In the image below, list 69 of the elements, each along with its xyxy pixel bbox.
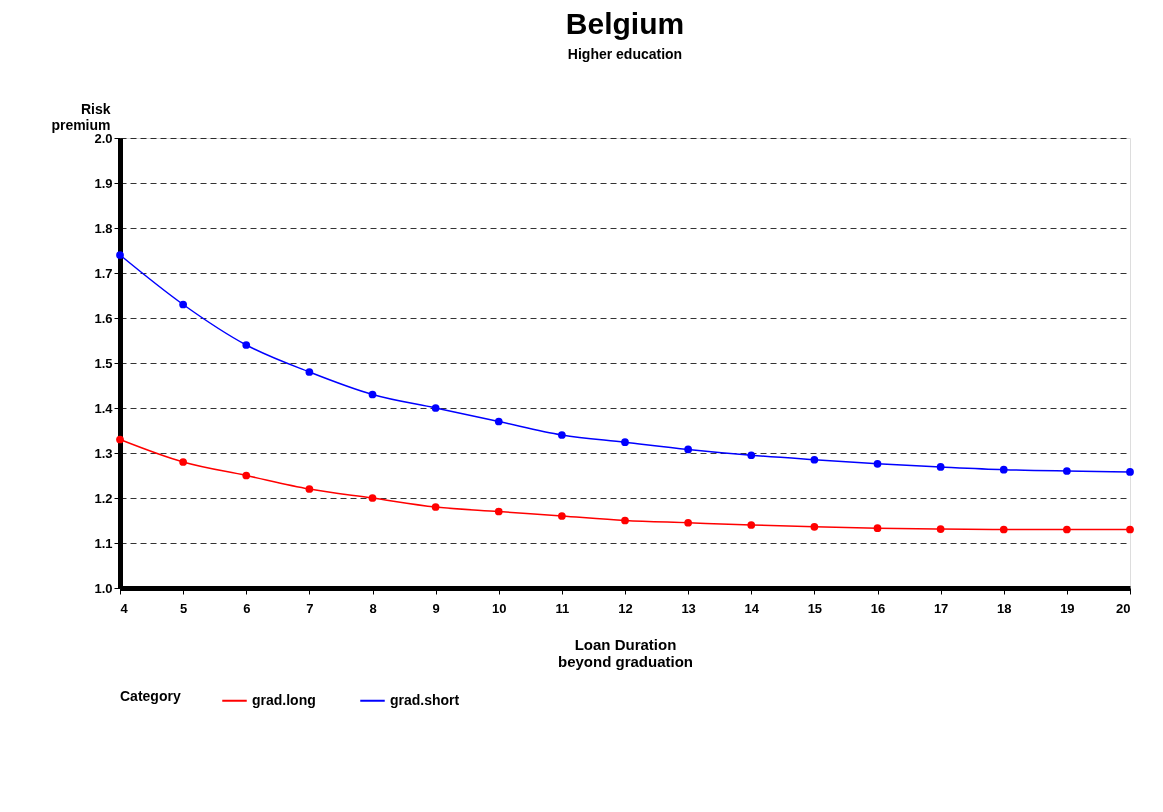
point bbox=[558, 431, 566, 439]
point bbox=[305, 368, 314, 376]
point bbox=[810, 522, 819, 531]
x-tick-label: 12 bbox=[618, 600, 633, 616]
x-tick-label: 8 bbox=[369, 600, 377, 616]
y-tick-label: 1.4 bbox=[94, 400, 114, 416]
y-tick-label: 1.7 bbox=[94, 265, 113, 281]
point bbox=[1063, 467, 1071, 475]
point bbox=[242, 341, 251, 349]
x-tick-label: 13 bbox=[681, 600, 696, 616]
point bbox=[116, 251, 124, 259]
y-tick-label: 1.2 bbox=[94, 490, 113, 506]
point bbox=[747, 521, 756, 529]
point bbox=[116, 435, 124, 444]
point bbox=[179, 300, 187, 309]
point bbox=[873, 459, 882, 468]
legend-label: grad.long bbox=[252, 691, 316, 708]
y-tick-label: 1.3 bbox=[94, 445, 113, 461]
point bbox=[999, 465, 1008, 474]
legend-label: grad.short bbox=[390, 691, 460, 708]
x-tick-label: 19 bbox=[1060, 600, 1075, 616]
y-tick-label: 1.6 bbox=[94, 310, 113, 326]
point bbox=[1126, 468, 1134, 476]
point bbox=[621, 438, 629, 447]
point bbox=[305, 485, 314, 493]
point bbox=[431, 404, 440, 412]
x-tick-label: 20 bbox=[1116, 600, 1131, 616]
y-tick-label: 1.9 bbox=[94, 175, 113, 191]
x-tick-label: 15 bbox=[807, 600, 823, 616]
point bbox=[368, 494, 377, 502]
x-tick-label: 16 bbox=[870, 600, 886, 616]
point bbox=[1063, 525, 1071, 534]
x-tick-label: 17 bbox=[933, 600, 949, 616]
y-tick-label: 1.5 bbox=[94, 355, 113, 371]
point bbox=[558, 512, 566, 520]
point bbox=[810, 455, 819, 464]
x-tick-label: 18 bbox=[997, 600, 1012, 616]
point bbox=[747, 451, 756, 460]
x-tick-label: 4 bbox=[120, 600, 129, 616]
point bbox=[1126, 525, 1134, 534]
point bbox=[684, 445, 692, 454]
x-tick-label: 5 bbox=[180, 600, 188, 616]
point bbox=[999, 525, 1008, 534]
y-axis-title: Risk premium bbox=[51, 100, 111, 133]
point bbox=[431, 503, 440, 511]
y-tick-label: 2.0 bbox=[94, 130, 113, 146]
point bbox=[936, 525, 945, 533]
point bbox=[242, 471, 251, 480]
y-tick-label: 1.0 bbox=[94, 580, 113, 596]
chart-subtitle: Higher education bbox=[567, 46, 683, 62]
y-tick-label: 1.8 bbox=[94, 220, 113, 236]
x-tick-label: 7 bbox=[306, 600, 314, 616]
point bbox=[936, 463, 945, 471]
point bbox=[684, 518, 692, 527]
point bbox=[494, 417, 503, 426]
y-tick-label: 1.1 bbox=[94, 535, 113, 551]
point bbox=[368, 390, 377, 399]
x-tick-label: 6 bbox=[243, 600, 251, 616]
point bbox=[873, 524, 882, 533]
point bbox=[179, 458, 187, 466]
x-axis-title: Loan Duration beyond graduation bbox=[558, 635, 693, 670]
point bbox=[621, 516, 629, 525]
legend-title: Category bbox=[120, 688, 181, 704]
x-tick-label: 11 bbox=[555, 600, 570, 616]
chart-title: Belgium bbox=[565, 7, 685, 40]
x-tick-label: 10 bbox=[492, 600, 507, 616]
point bbox=[494, 507, 503, 516]
x-tick-label: 14 bbox=[744, 600, 760, 616]
x-tick-label: 9 bbox=[432, 600, 440, 616]
